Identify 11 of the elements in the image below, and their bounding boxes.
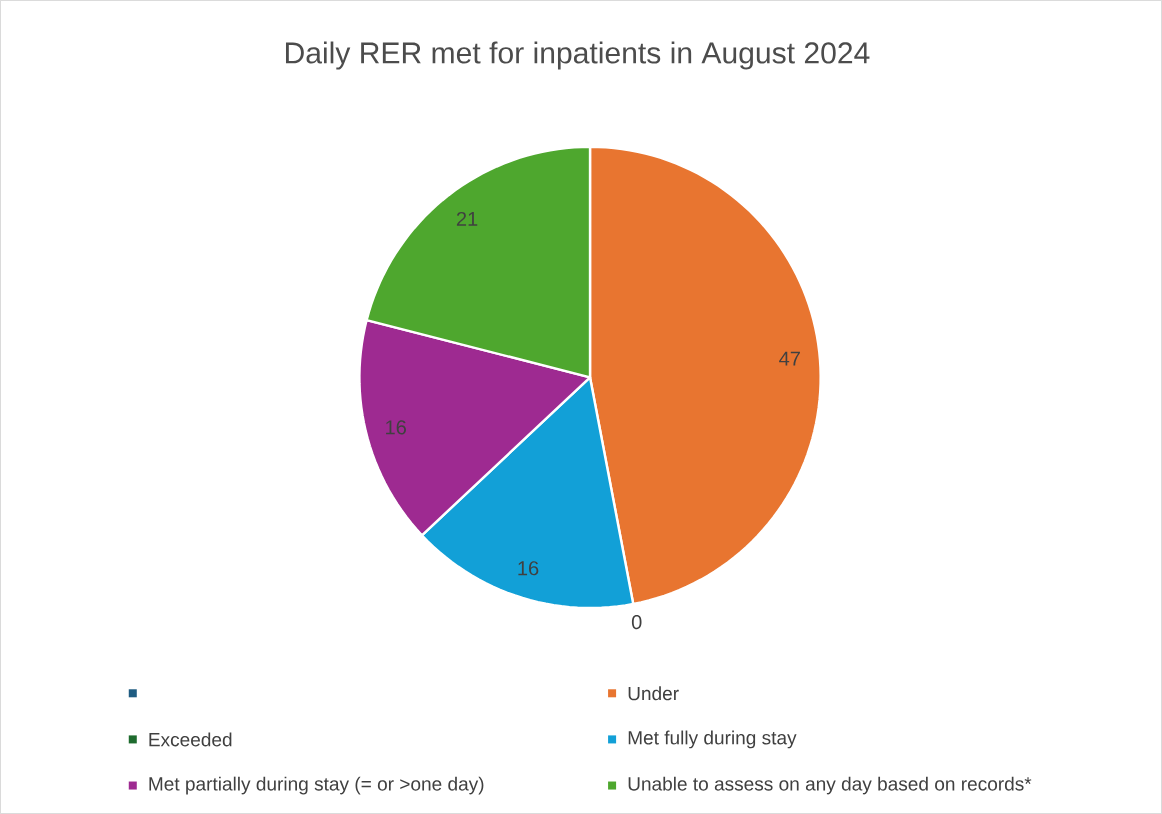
data-label: 16 [386, 420, 406, 435]
data-label: 47 [779, 351, 800, 366]
legend-label: Exceeded [149, 732, 232, 747]
text: 0 [631, 615, 642, 630]
legend-label: Unable to assess on any day based on records* [628, 776, 1032, 795]
data-label: 21 [456, 211, 478, 226]
legend-label: Met fully during stay [628, 730, 797, 749]
legend-label: Met partially during stay (= or >one day) [149, 776, 484, 795]
legend-label: Under [628, 686, 679, 701]
data-label: 16 [518, 561, 539, 576]
chart-title: Daily RER met for inpatients in August 2024 [285, 41, 870, 70]
